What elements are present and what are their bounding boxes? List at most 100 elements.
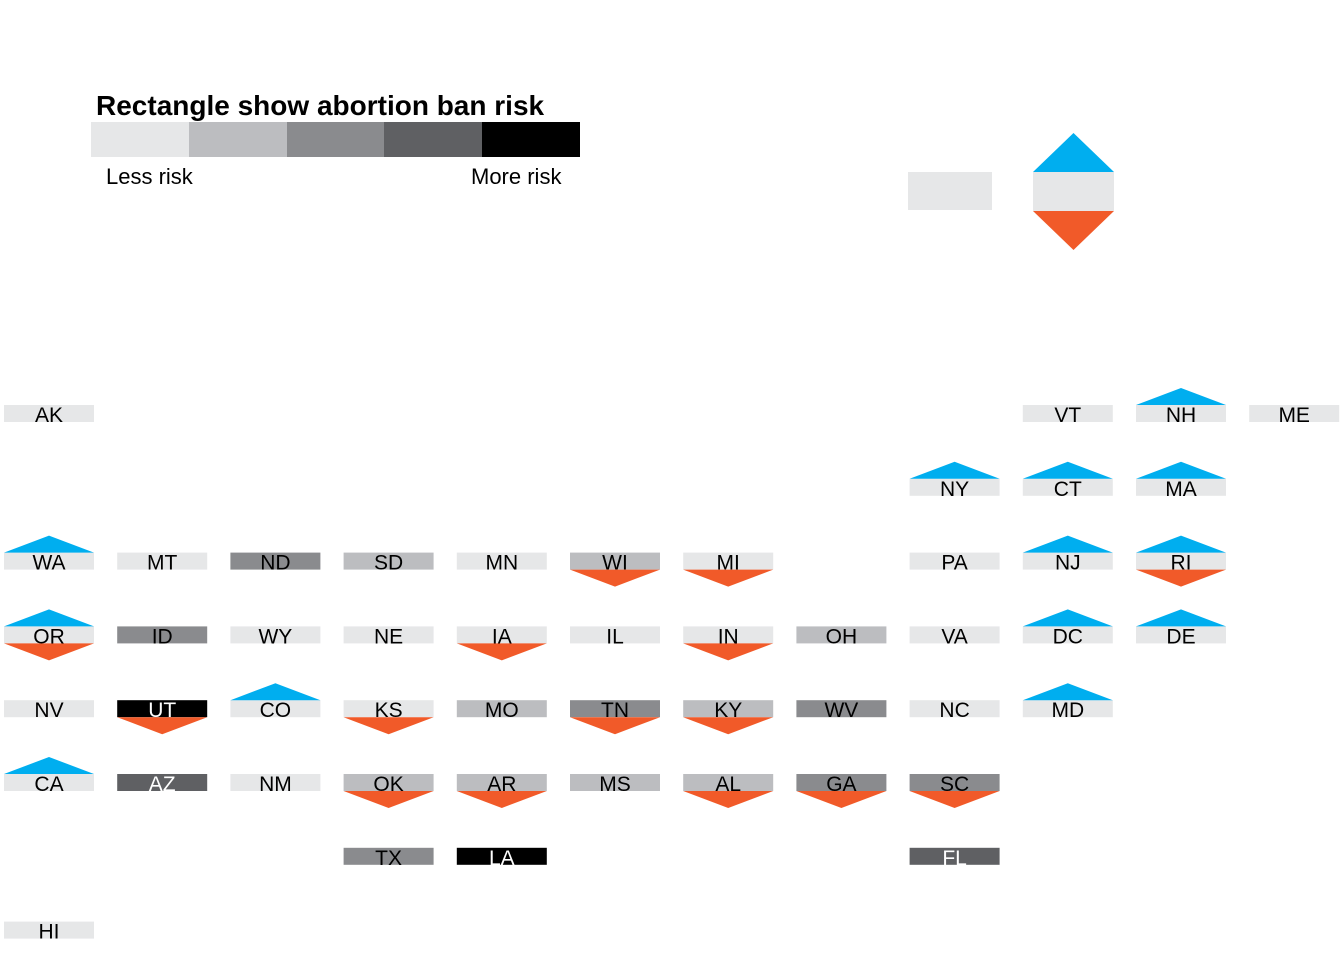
state-tile-oh[interactable]: OH xyxy=(796,625,887,648)
state-tile-sd[interactable]: SD xyxy=(343,552,434,575)
risk-rect xyxy=(230,626,321,644)
down-triangle xyxy=(570,569,660,587)
risk-swatch-4 xyxy=(384,122,483,157)
state-tile-ks[interactable]: KS xyxy=(343,699,434,735)
state-tile-or[interactable]: OR xyxy=(4,609,94,661)
state-abbr-label: LA xyxy=(489,847,515,870)
state-tile-hi[interactable]: HI xyxy=(4,921,94,944)
state-tile-wy[interactable]: WY xyxy=(230,625,321,648)
up-triangle xyxy=(1136,461,1226,479)
state-tile-ct[interactable]: CT xyxy=(1022,461,1113,501)
state-tile-ny[interactable]: NY xyxy=(909,461,1000,501)
risk-rect xyxy=(343,552,434,570)
state-tile-me[interactable]: ME xyxy=(1249,404,1340,427)
state-tile-wi[interactable]: WI xyxy=(570,552,660,587)
state-tile-id[interactable]: ID xyxy=(117,625,208,648)
legend-less-risk-label: Less risk xyxy=(106,164,193,189)
risk-rect xyxy=(796,700,887,718)
state-tile-de[interactable]: DE xyxy=(1136,609,1226,648)
legend-title: Rectangle show abortion ban risk xyxy=(96,90,545,121)
state-tile-tx[interactable]: TX xyxy=(343,847,434,870)
risk-rect xyxy=(1022,626,1113,644)
state-abbr-label: MN xyxy=(485,552,518,575)
risk-rect xyxy=(796,626,887,644)
risk-rect xyxy=(456,774,547,791)
state-abbr-label: SD xyxy=(374,552,403,575)
state-tile-dc[interactable]: DC xyxy=(1022,609,1113,648)
risk-swatch-5 xyxy=(482,122,580,157)
risk-rect xyxy=(117,774,208,791)
state-tile-il[interactable]: IL xyxy=(570,625,660,648)
state-tile-md[interactable]: MD xyxy=(1022,683,1113,722)
state-abbr-label: IL xyxy=(606,625,624,648)
state-tile-ca[interactable]: CA xyxy=(4,757,94,796)
state-tile-tn[interactable]: TN xyxy=(570,699,660,735)
state-abbr-label: NJ xyxy=(1055,552,1081,575)
state-tile-nv[interactable]: NV xyxy=(4,699,94,722)
down-triangle xyxy=(1136,569,1226,587)
down-triangle xyxy=(570,717,660,735)
state-abbr-label: ID xyxy=(152,625,173,648)
risk-rect xyxy=(230,774,321,791)
state-tile-ms[interactable]: MS xyxy=(570,773,660,796)
state-tile-co[interactable]: CO xyxy=(230,683,321,722)
state-tile-ri[interactable]: RI xyxy=(1136,535,1226,587)
state-abbr-label: NV xyxy=(34,699,63,722)
state-tile-ky[interactable]: KY xyxy=(683,699,774,735)
risk-rect xyxy=(230,552,321,570)
state-abbr-label: NE xyxy=(374,625,403,648)
down-triangle xyxy=(683,643,774,661)
state-tile-ak[interactable]: AK xyxy=(4,404,94,427)
state-tile-mn[interactable]: MN xyxy=(456,552,547,575)
risk-rect xyxy=(1022,700,1113,718)
risk-swatch-3 xyxy=(286,122,385,157)
state-tile-ar[interactable]: AR xyxy=(456,773,547,808)
risk-rect xyxy=(909,847,1000,865)
risk-rect xyxy=(343,700,434,718)
state-abbr-label: OH xyxy=(826,625,858,648)
state-tile-nm[interactable]: NM xyxy=(230,773,321,796)
state-tile-ga[interactable]: GA xyxy=(796,773,887,808)
risk-rect xyxy=(343,847,434,865)
risk-rect xyxy=(230,700,321,718)
risk-rect xyxy=(909,552,1000,570)
state-tile-va[interactable]: VA xyxy=(909,625,1000,648)
up-triangle xyxy=(1022,535,1113,553)
state-tile-wv[interactable]: WV xyxy=(796,699,887,722)
state-tile-ut[interactable]: UT xyxy=(117,699,208,735)
state-tile-pa[interactable]: PA xyxy=(909,552,1000,575)
risk-color-scale xyxy=(91,122,580,157)
state-tile-vt[interactable]: VT xyxy=(1022,404,1113,427)
state-abbr-label: NM xyxy=(259,773,292,796)
state-tile-nc[interactable]: NC xyxy=(909,699,1000,722)
state-tile-la[interactable]: LA xyxy=(456,847,547,870)
state-tile-ok[interactable]: OK xyxy=(343,773,434,808)
up-triangle xyxy=(4,757,94,774)
state-tile-in[interactable]: IN xyxy=(683,625,774,661)
state-tile-al[interactable]: AL xyxy=(683,773,774,808)
state-tile-wa[interactable]: WA xyxy=(4,535,94,575)
risk-rect xyxy=(456,700,547,718)
state-tile-mo[interactable]: MO xyxy=(456,699,547,722)
state-tile-ia[interactable]: IA xyxy=(456,625,547,661)
legend-down-triangle xyxy=(1033,211,1114,250)
state-abbr-label: IN xyxy=(718,625,739,648)
risk-rect xyxy=(456,847,547,865)
state-tile-mt[interactable]: MT xyxy=(117,552,208,575)
state-tile-ma[interactable]: MA xyxy=(1136,461,1226,501)
state-tile-fl[interactable]: FL xyxy=(909,847,1000,870)
state-abbr-label: SC xyxy=(940,773,969,796)
state-tile-nd[interactable]: ND xyxy=(230,552,321,575)
state-tile-sc[interactable]: SC xyxy=(909,773,1000,808)
state-tile-nh[interactable]: NH xyxy=(1136,388,1226,427)
state-tile-mi[interactable]: MI xyxy=(683,552,774,587)
state-tile-nj[interactable]: NJ xyxy=(1022,535,1113,575)
risk-rect xyxy=(1022,478,1113,496)
up-triangle xyxy=(1022,683,1113,701)
down-triangle xyxy=(117,717,208,735)
risk-rect xyxy=(570,774,660,791)
state-abbr-label: NC xyxy=(939,699,969,722)
state-tile-ne[interactable]: NE xyxy=(343,625,434,648)
state-tile-az[interactable]: AZ xyxy=(117,773,208,796)
risk-rect xyxy=(683,626,774,644)
